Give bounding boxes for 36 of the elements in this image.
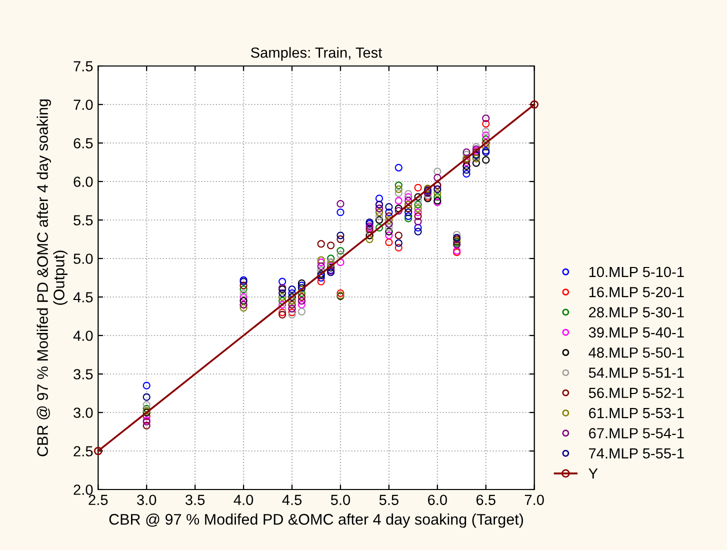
x-tick-label: 5.5: [379, 494, 398, 506]
legend-label: 48.MLP 5-50-1: [588, 347, 684, 358]
legend-label: 56.MLP 5-52-1: [588, 388, 684, 398]
x-axis-title: CBR @ 97 % Modifed PD &OMC after 4 day soaking (Target): [109, 514, 524, 528]
y-tick-label: 2.0: [74, 484, 93, 495]
legend-label: Y: [588, 468, 598, 479]
x-tick-label: 4.5: [282, 494, 302, 506]
y-tick-label: 3.0: [74, 408, 93, 418]
x-tick-label: 2.5: [88, 494, 108, 506]
legend-label: 61.MLP 5-53-1: [589, 408, 684, 418]
y-tick-label: 5.5: [74, 215, 93, 226]
y-tick-label: 6.5: [74, 138, 93, 148]
legend-label: 10.MLP 5-10-1: [589, 266, 684, 278]
y-tick-label: 2.5: [74, 446, 93, 456]
y-tick-label: 5.0: [74, 254, 93, 264]
x-tick-label: 5.0: [330, 494, 350, 506]
y-tick-label: 7.0: [74, 100, 93, 110]
y-tick-label: 6.0: [74, 176, 93, 187]
y-tick-label: 4.5: [73, 292, 93, 302]
x-tick-label: 3.0: [137, 494, 156, 506]
y-axis-title: CBR @ 97 % Modifed PD &OMC after 4 day soaking (Output): [36, 99, 68, 456]
x-tick-label: 6.5: [476, 494, 496, 506]
y-tick-label: 4.0: [73, 330, 93, 341]
legend-label: 67.MLP 5-54-1: [589, 428, 684, 438]
legend-label: 54.MLP 5-51-1: [588, 368, 684, 378]
legend-label: 28.MLP 5-30-1: [589, 307, 684, 318]
legend-label: 39.MLP 5-40-1: [588, 327, 684, 338]
x-tick-label: 3.5: [186, 494, 205, 506]
legend-label: 74.MLP 5-55-1: [589, 448, 684, 459]
x-tick-label: 4.0: [234, 494, 254, 506]
x-tick-label: 7.0: [524, 494, 544, 506]
chart-title: Samples: Train, Test: [250, 47, 382, 61]
x-tick-label: 6.0: [428, 494, 447, 506]
y-tick-label: 3.5: [74, 369, 93, 380]
legend-label: 16.MLP 5-20-1: [589, 286, 684, 298]
y-tick-label: 7.5: [74, 61, 93, 72]
